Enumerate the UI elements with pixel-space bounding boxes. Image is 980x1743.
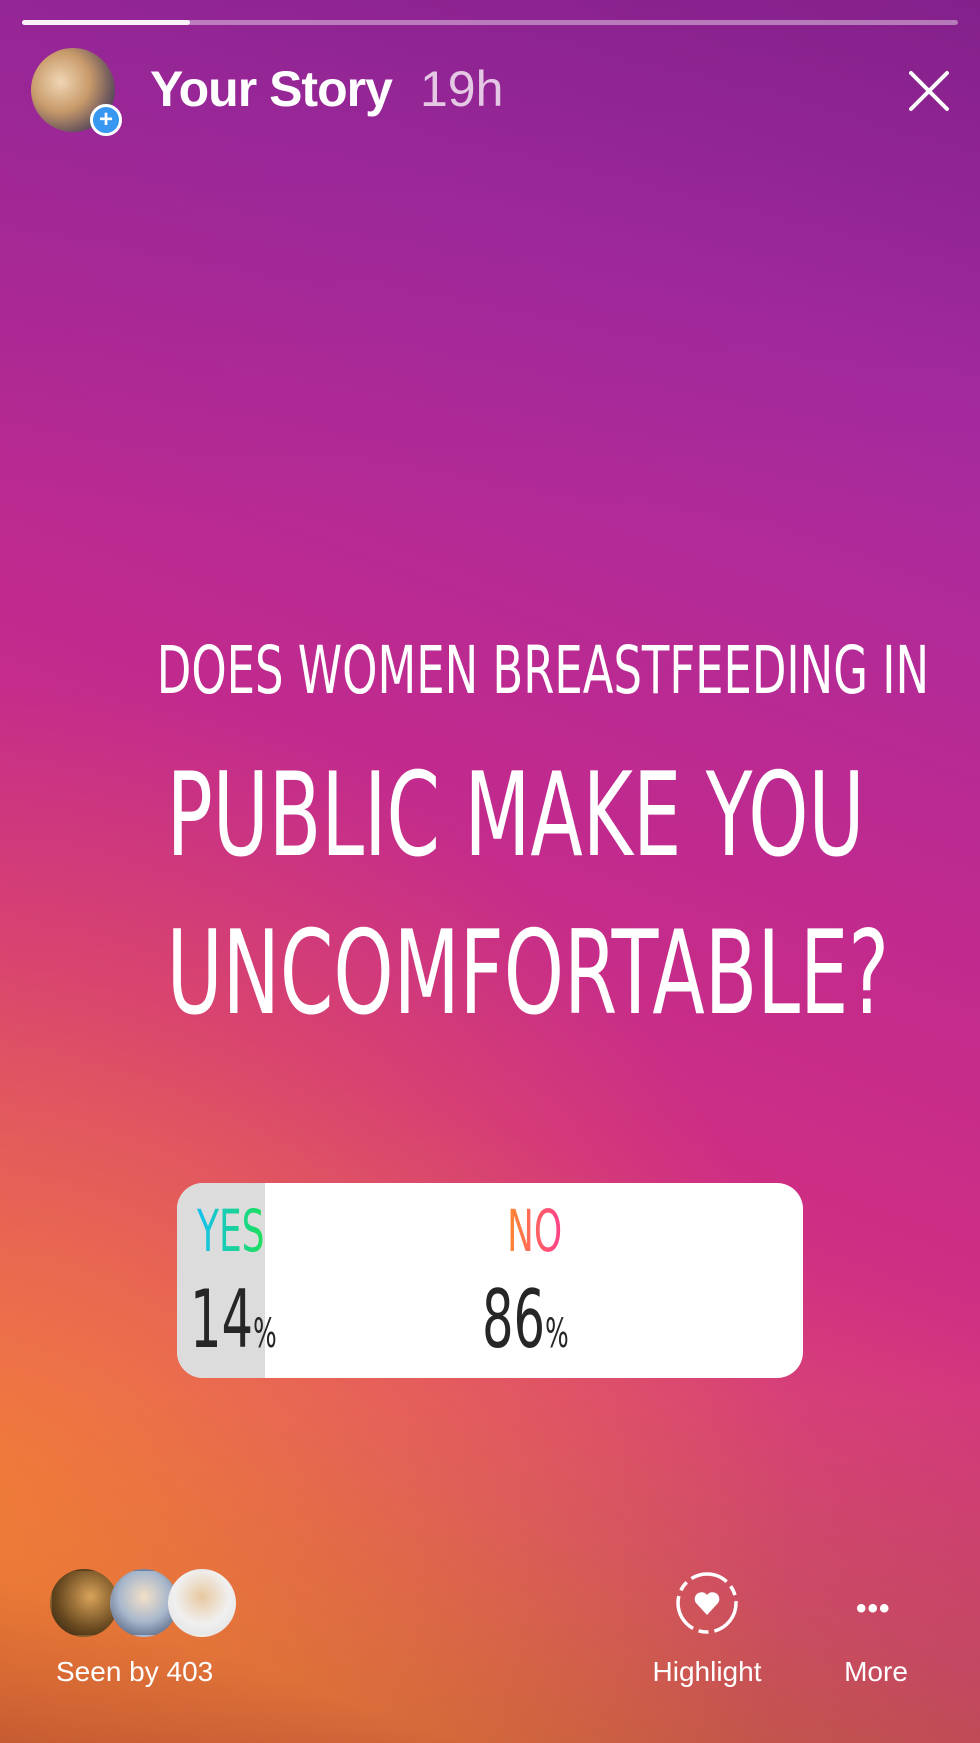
percent-unit: % <box>545 1311 569 1357</box>
seen-by-count[interactable]: Seen by 403 <box>56 1656 214 1687</box>
story-title[interactable]: Your Story <box>150 61 393 117</box>
highlight-heart-icon[interactable] <box>674 1570 740 1636</box>
highlight-button[interactable]: Highlight <box>652 1656 762 1687</box>
yes-percent-value: 14 <box>190 1273 254 1366</box>
poll-yes-result-bar <box>177 1183 265 1378</box>
story-timestamp: 19h <box>420 61 504 117</box>
poll-option-yes[interactable]: YES <box>197 1197 265 1265</box>
more-button[interactable]: More <box>844 1656 908 1687</box>
question-line-2: PUBLIC MAKE YOU <box>166 748 865 883</box>
story-progress-bar <box>22 20 958 25</box>
question-line-3: UNCOMFORTABLE? <box>166 906 889 1041</box>
more-dots-icon[interactable]: ••• <box>856 1592 891 1625</box>
poll-yes-percent: 14% <box>190 1273 277 1366</box>
no-percent-value: 86 <box>482 1273 546 1366</box>
percent-unit: % <box>253 1311 277 1357</box>
poll-no-percent: 86% <box>482 1273 569 1366</box>
viewer-avatar <box>110 1569 178 1637</box>
close-icon[interactable] <box>906 68 952 114</box>
poll-option-no[interactable]: NO <box>507 1197 563 1265</box>
add-story-plus-icon[interactable]: + <box>90 104 122 136</box>
viewer-avatar <box>168 1569 236 1637</box>
question-line-1: DOES WOMEN BREASTFEEDING IN <box>156 632 930 709</box>
viewer-avatar <box>50 1569 118 1637</box>
poll-sticker: YES NO 14% 86% <box>177 1183 803 1378</box>
viewer-avatars[interactable] <box>50 1569 240 1637</box>
progress-fill <box>22 20 191 25</box>
